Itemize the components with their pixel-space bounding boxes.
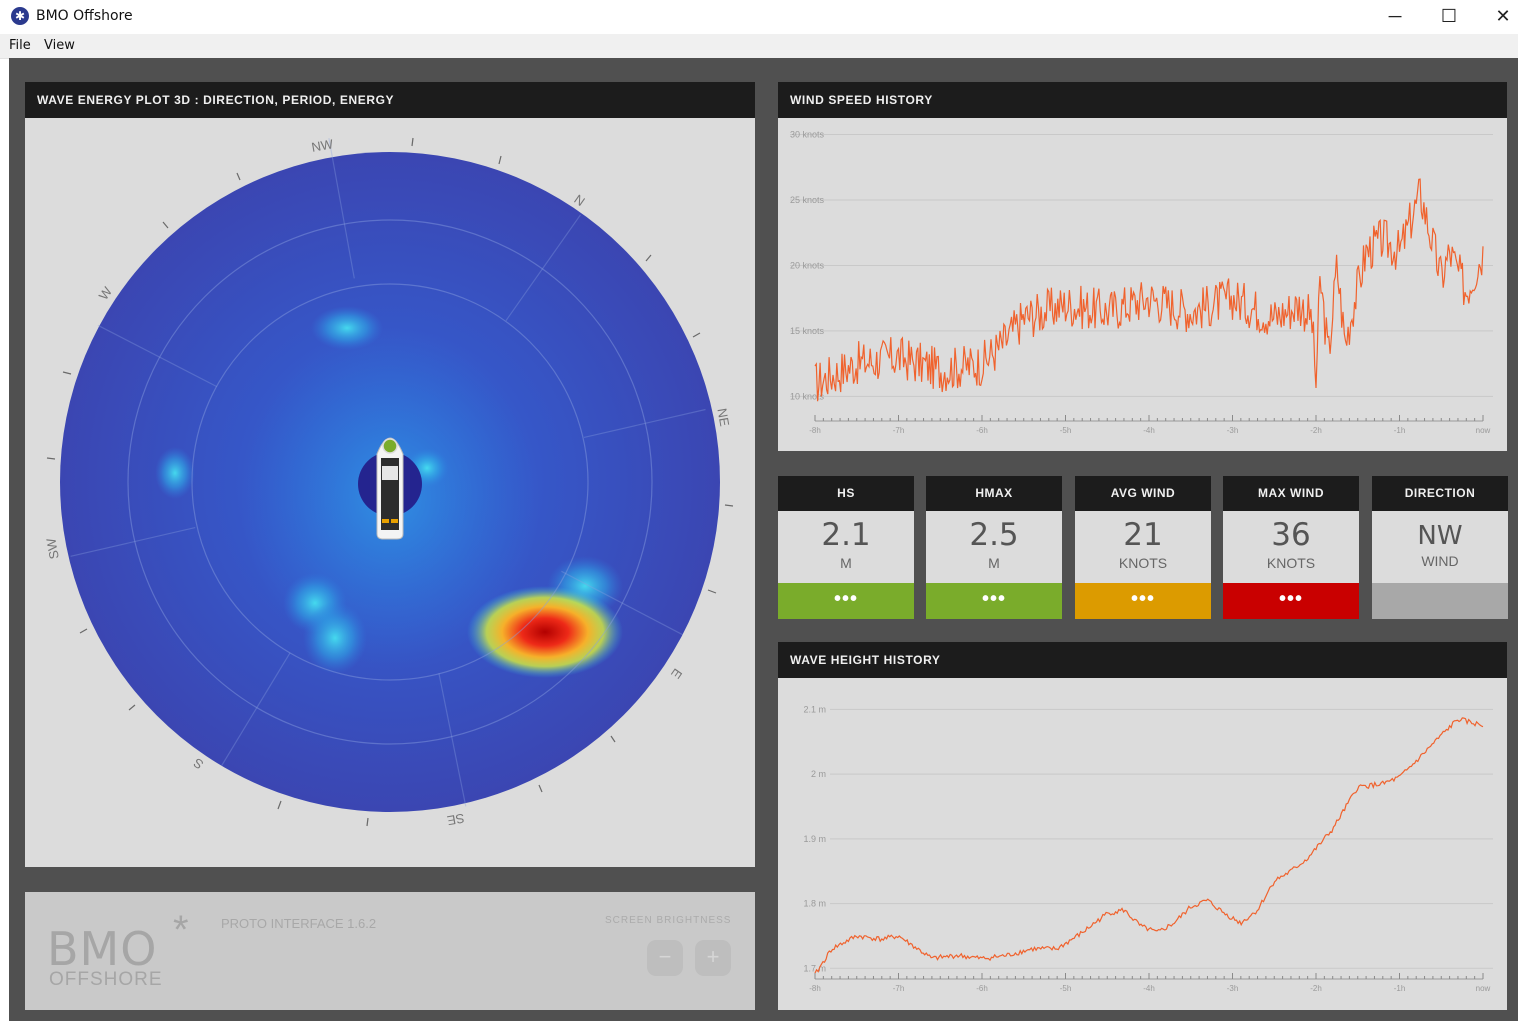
stat-card-avg-wind: AVG WIND 21 KNOTS •••: [1075, 476, 1211, 619]
x-tick-label: -2h: [1310, 426, 1322, 435]
x-tick-label: -7h: [893, 426, 905, 435]
compass-label-se: SE: [446, 811, 466, 829]
stat-label: MAX WIND: [1223, 476, 1359, 511]
stat-card-direction: DIRECTION NW WIND: [1372, 476, 1508, 619]
x-tick-label: -5h: [1060, 984, 1072, 993]
stat-status-bar[interactable]: •••: [926, 583, 1062, 619]
logo-bmo: BMO: [47, 922, 158, 976]
y-tick-label: 1.7 m: [803, 963, 826, 973]
brightness-label: SCREEN BRIGHTNESS: [605, 915, 732, 926]
x-tick-label: -1h: [1394, 426, 1406, 435]
wind-speed-title: WIND SPEED HISTORY: [778, 82, 1507, 118]
stat-card-hs: HS 2.1 M •••: [778, 476, 914, 619]
app-area: WAVE ENERGY PLOT 3D : DIRECTION, PERIOD,…: [9, 58, 1518, 1021]
wave-energy-title: WAVE ENERGY PLOT 3D : DIRECTION, PERIOD,…: [25, 82, 755, 118]
stat-status-bar[interactable]: •••: [1075, 583, 1211, 619]
stat-unit: WIND: [1421, 553, 1459, 569]
wind-speed-chart[interactable]: 30 knots 25 knots 20 knots 15 knots 10 knots…: [778, 118, 1507, 451]
compass-label-w: W: [96, 283, 116, 302]
stat-body: 21 KNOTS: [1075, 511, 1211, 583]
y-tick-label: 30 knots: [790, 130, 825, 140]
maximize-button[interactable]: ☐: [1440, 6, 1458, 26]
brightness-decrease-button[interactable]: −: [647, 940, 683, 976]
stat-unit: M: [840, 555, 852, 571]
menu-file[interactable]: File: [9, 38, 31, 53]
compass-label-ne: NE: [714, 407, 732, 428]
menu-view[interactable]: View: [44, 38, 75, 53]
x-tick-label: -3h: [1227, 426, 1239, 435]
app-logo-icon: ✱: [11, 7, 29, 25]
stat-body: 2.1 M: [778, 511, 914, 583]
stat-unit: KNOTS: [1266, 555, 1316, 571]
minimize-button[interactable]: ─: [1388, 6, 1402, 26]
wave-height-chart[interactable]: 2.1 m 2 m 1.9 m 1.8 m 1.7 m -8h -7h -6h -5h -4h -3…: [778, 678, 1507, 1010]
stat-label: DIRECTION: [1372, 476, 1508, 511]
y-tick-label: 2 m: [811, 769, 826, 779]
x-tick-label: -8h: [809, 426, 821, 435]
wave-height-title: WAVE HEIGHT HISTORY: [778, 642, 1507, 678]
stat-unit: KNOTS: [1118, 555, 1168, 571]
wind-speed-panel: 30 knots 25 knots 20 knots 15 knots 10 knots…: [778, 118, 1507, 451]
x-tick-label: -2h: [1310, 984, 1322, 993]
wave-energy-panel: NW N NE E SE S SW W: [25, 118, 755, 867]
close-button[interactable]: ✕: [1495, 6, 1511, 26]
stat-body: NW WIND: [1372, 511, 1508, 583]
x-tick-label: -6h: [976, 984, 988, 993]
x-tick-label: -8h: [809, 984, 821, 993]
stat-card-max-wind: MAX WIND 36 KNOTS •••: [1223, 476, 1359, 619]
stat-status-bar[interactable]: [1372, 583, 1508, 619]
window-title: BMO Offshore: [36, 8, 133, 24]
y-tick-label: 25 knots: [790, 195, 825, 205]
stat-card-hmax: HMAX 2.5 M •••: [926, 476, 1062, 619]
stat-status-bar[interactable]: •••: [778, 583, 914, 619]
x-tick-label: -4h: [1143, 984, 1155, 993]
wave-height-panel: 2.1 m 2 m 1.9 m 1.8 m 1.7 m -8h -7h -6h -5h -4h -3…: [778, 678, 1507, 1010]
vessel-icon: [376, 437, 404, 540]
stat-status-bar[interactable]: •••: [1223, 583, 1359, 619]
stat-value: 21: [1123, 517, 1163, 553]
compass-label-sw: SW: [43, 536, 62, 560]
x-tick-label: -6h: [976, 426, 988, 435]
title-bar: ✱ BMO Offshore ─ ☐ ✕: [0, 0, 1518, 34]
version-label: PROTO INTERFACE 1.6.2: [221, 916, 377, 931]
stat-value: 36: [1271, 517, 1311, 553]
menu-bar: File View: [0, 34, 1518, 59]
y-tick-label: 2.1 m: [803, 704, 826, 714]
stat-label: HS: [778, 476, 914, 511]
x-tick-label: -4h: [1143, 426, 1155, 435]
stat-value: 2.1: [821, 517, 871, 553]
stat-body: 36 KNOTS: [1223, 511, 1359, 583]
brightness-increase-button[interactable]: +: [695, 940, 731, 976]
compass-label-nw: NW: [310, 136, 335, 155]
stat-label: HMAX: [926, 476, 1062, 511]
stat-label: AVG WIND: [1075, 476, 1211, 511]
footer-panel: BMO * OFFSHORE PROTO INTERFACE 1.6.2 SCR…: [25, 892, 755, 1010]
series-line: [814, 717, 1484, 974]
series-line: [814, 178, 1484, 402]
x-tick-label: -3h: [1227, 984, 1239, 993]
x-tick-label: now: [1476, 984, 1491, 993]
x-tick-label: -7h: [893, 984, 905, 993]
stat-value: 2.5: [969, 517, 1019, 553]
logo-offshore: OFFSHORE: [49, 969, 163, 990]
stat-unit: M: [988, 555, 1000, 571]
stat-body: 2.5 M: [926, 511, 1062, 583]
y-tick-label: 1.9 m: [803, 834, 826, 844]
y-tick-label: 20 knots: [790, 260, 825, 270]
y-tick-label: 15 knots: [790, 326, 825, 336]
compass-label-e: E: [668, 666, 685, 682]
compass-label-n: N: [571, 191, 587, 209]
compass-label-s: S: [190, 755, 206, 772]
stat-value: NW: [1417, 521, 1463, 551]
logo-asterisk: *: [173, 908, 189, 952]
x-tick-label: -1h: [1394, 984, 1406, 993]
y-tick-label: 10 knots: [790, 391, 825, 401]
wave-energy-polar-plot[interactable]: NW N NE E SE S SW W: [25, 118, 755, 867]
x-tick-label: -5h: [1060, 426, 1072, 435]
x-tick-label: now: [1476, 426, 1491, 435]
y-tick-label: 1.8 m: [803, 899, 826, 909]
